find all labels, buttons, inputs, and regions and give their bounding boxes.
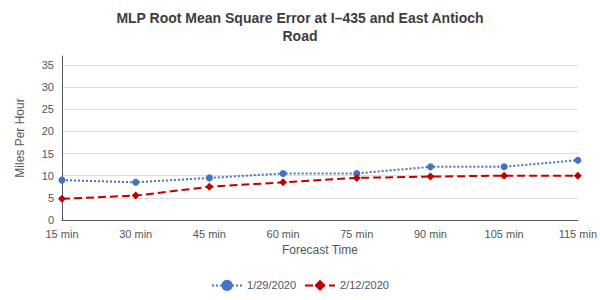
svg-text:30 min: 30 min bbox=[119, 228, 152, 240]
svg-text:Road: Road bbox=[283, 28, 318, 44]
svg-text:90 min: 90 min bbox=[414, 228, 447, 240]
svg-text:Miles Per Hour: Miles Per Hour bbox=[13, 98, 27, 177]
svg-text:0: 0 bbox=[48, 214, 54, 226]
svg-text:60 min: 60 min bbox=[267, 228, 300, 240]
svg-text:35: 35 bbox=[42, 59, 54, 71]
svg-text:2/12/2020: 2/12/2020 bbox=[340, 279, 389, 291]
svg-text:115 min: 115 min bbox=[559, 228, 597, 240]
svg-text:105 min: 105 min bbox=[485, 228, 524, 240]
svg-text:Forecast Time: Forecast Time bbox=[282, 243, 358, 257]
svg-text:75 min: 75 min bbox=[340, 228, 373, 240]
svg-text:45 min: 45 min bbox=[193, 228, 226, 240]
svg-text:10: 10 bbox=[42, 170, 54, 182]
svg-text:15 min: 15 min bbox=[45, 228, 78, 240]
svg-text:5: 5 bbox=[48, 192, 54, 204]
svg-text:15: 15 bbox=[42, 148, 54, 160]
svg-text:MLP Root Mean Square Error at: MLP Root Mean Square Error at I–435 and … bbox=[116, 10, 483, 26]
svg-text:1/29/2020: 1/29/2020 bbox=[247, 279, 296, 291]
svg-text:30: 30 bbox=[42, 81, 54, 93]
svg-text:25: 25 bbox=[42, 103, 54, 115]
svg-text:20: 20 bbox=[42, 125, 54, 137]
